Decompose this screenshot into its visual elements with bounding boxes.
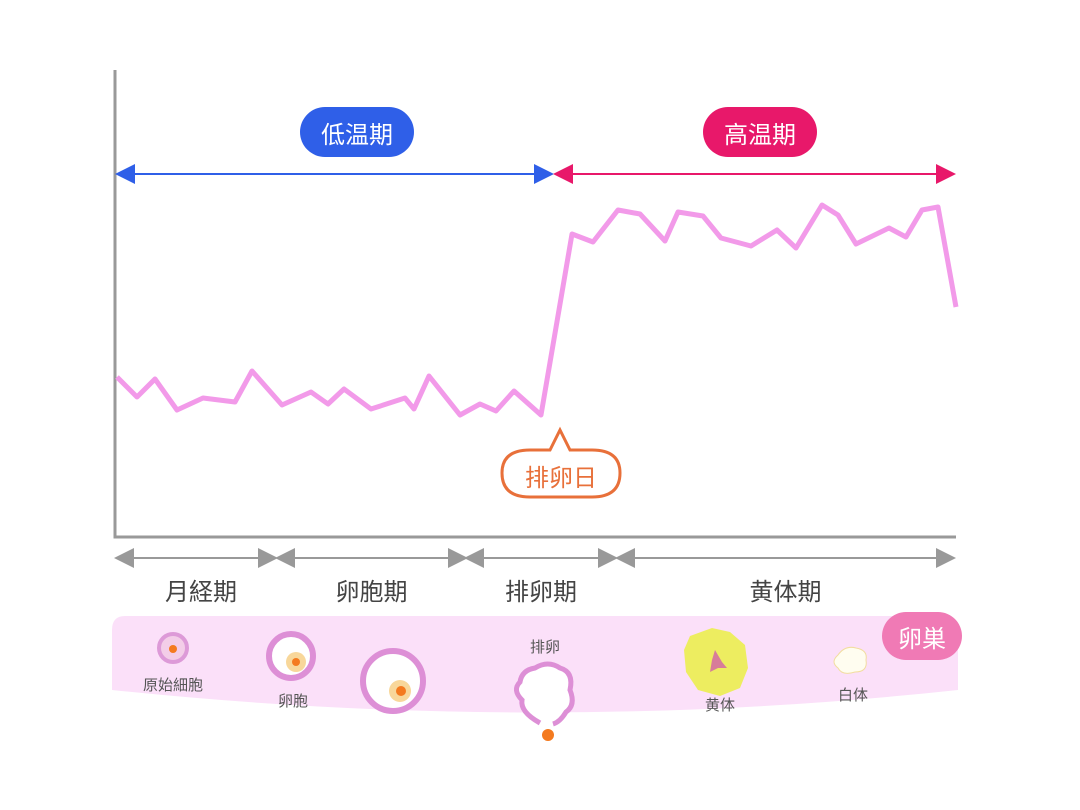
ovary-badge: 卵巣: [882, 612, 962, 660]
follicle-primordial-icon: [157, 632, 189, 664]
ovulation-day-label: 排卵日: [525, 464, 597, 492]
temperature-line: [115, 202, 959, 418]
follicle-icon: [266, 631, 316, 681]
ovulation-day-callout: [500, 426, 622, 499]
phase-ovulatory: 排卵期: [505, 578, 577, 606]
stage-ovulation: 排卵: [529, 638, 560, 656]
phase-menstrual: 月経期: [165, 578, 237, 606]
phase-follicular: 卵胞期: [335, 578, 408, 606]
ovary-band: [112, 616, 958, 713]
stage-primordial: 原始細胞: [142, 676, 203, 694]
ovulation-icon: [514, 661, 575, 741]
phase-luteal: 黄体期: [749, 578, 822, 606]
stage-follicle: 卵胞: [277, 692, 308, 710]
low-temp-phase-badge: 低温期: [300, 107, 414, 157]
corpus-luteum-icon: [684, 628, 748, 696]
stage-corpus-luteum: 黄体: [704, 696, 735, 714]
corpus-albicans-icon: [833, 646, 867, 674]
mature-follicle-icon: [360, 648, 426, 714]
stage-corpus-albicans: 白体: [837, 686, 868, 704]
high-temp-phase-badge: 高温期: [703, 107, 817, 157]
axes: [113, 70, 956, 539]
